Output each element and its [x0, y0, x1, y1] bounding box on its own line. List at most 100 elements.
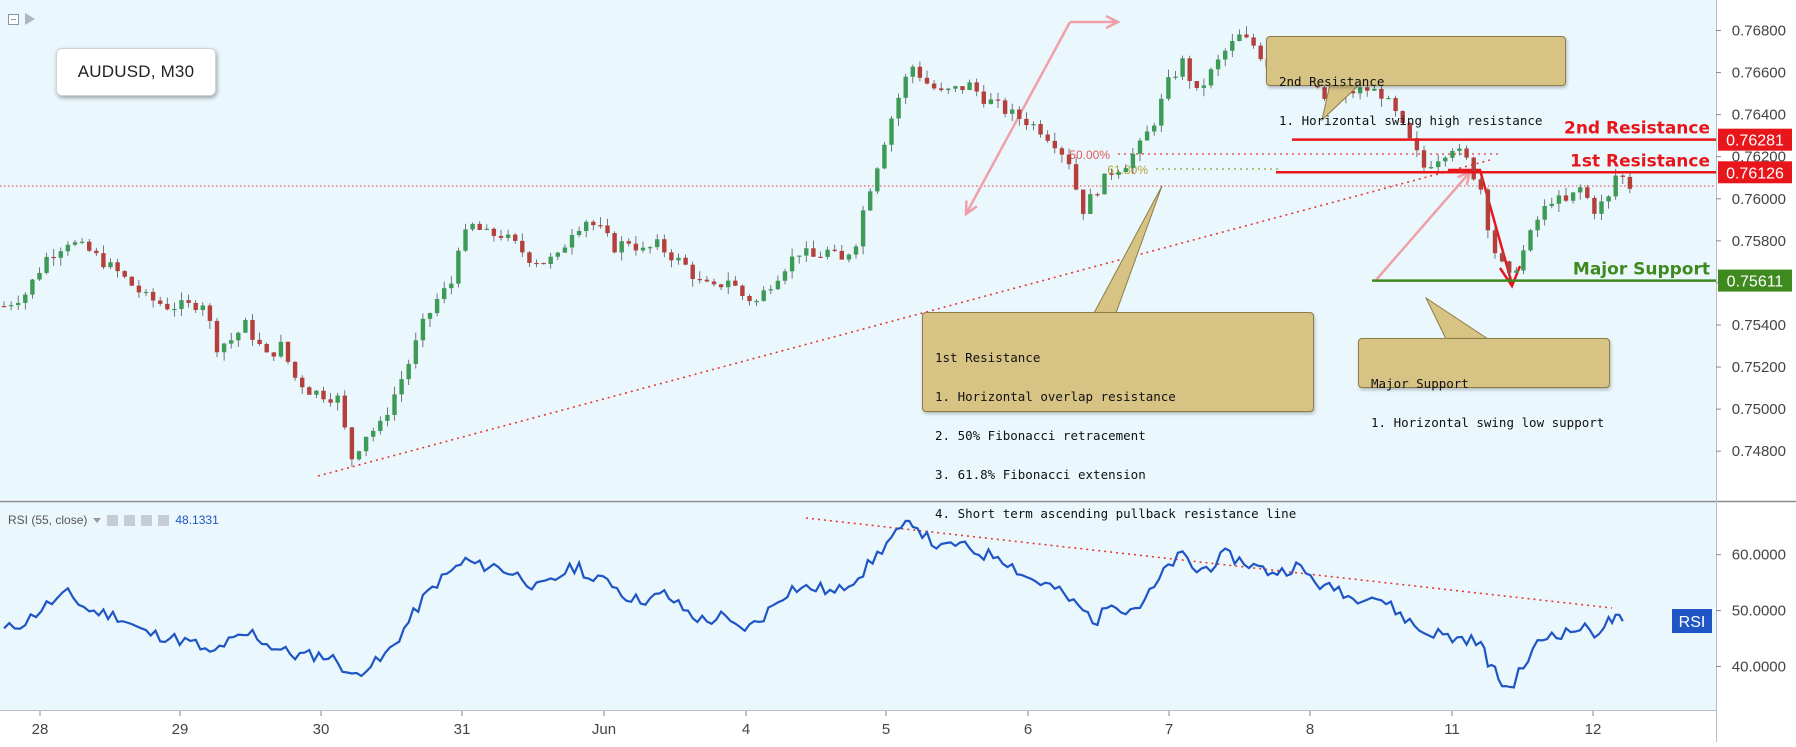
price-tick-label: 0.76400: [1732, 107, 1786, 124]
rsi-pane-background: [0, 502, 1716, 710]
candle-body: [143, 291, 149, 294]
gear-icon[interactable]: [124, 514, 136, 526]
date-tick-label: 30: [313, 721, 330, 738]
candle-body: [356, 451, 362, 460]
rsi-axis-ticks: 60.0000 50.0000 40.0000: [1716, 547, 1786, 675]
candle-body: [349, 427, 355, 460]
candle-body: [37, 272, 42, 280]
candle-body: [1443, 157, 1448, 162]
candle-body: [896, 97, 901, 119]
candle-body: [917, 66, 923, 78]
date-tick-label: 5: [882, 721, 890, 738]
note-line: 2nd Resistance: [1279, 74, 1385, 89]
candle-body: [363, 436, 369, 452]
candle-body: [271, 352, 276, 357]
candle-body: [1528, 230, 1533, 251]
candle-body: [576, 231, 582, 236]
candle-body: [733, 280, 738, 286]
candle-body: [1322, 87, 1327, 99]
candle-body: [30, 279, 35, 295]
candle-body: [860, 210, 866, 247]
note-line: 3. 61.8% Fibonacci extension: [935, 467, 1146, 482]
second_resistance-price-text: 0.76281: [1726, 133, 1784, 150]
candle-body: [505, 234, 511, 238]
plus-icon[interactable]: [141, 514, 153, 526]
candle-body: [605, 225, 610, 234]
candle-body: [449, 283, 454, 289]
candle-body: [726, 280, 731, 288]
time-axis-background: [0, 711, 1717, 742]
candle-body: [555, 252, 560, 257]
candle-body: [882, 144, 887, 169]
candle-body: [974, 82, 979, 92]
candle-body: [413, 340, 418, 364]
collapse-icon[interactable]: [8, 13, 19, 25]
date-tick-label: 29: [172, 721, 189, 738]
second_resistance-label: 2nd Resistance: [1564, 119, 1710, 139]
candle-body: [1450, 150, 1455, 158]
candle-body: [541, 262, 546, 265]
candle-body: [811, 248, 816, 257]
note-line: 1st Resistance: [935, 350, 1041, 365]
candle-body: [1073, 164, 1079, 190]
date-tick-label: 12: [1585, 721, 1602, 738]
candle-body: [967, 82, 972, 91]
candle-body: [420, 318, 426, 341]
candle-body: [1010, 109, 1015, 114]
candle-body: [498, 235, 504, 238]
chevron-down-icon[interactable]: [93, 517, 102, 523]
candle-body: [51, 256, 56, 259]
candle-body: [79, 241, 85, 243]
candle-body: [307, 387, 312, 395]
candle-body: [1464, 148, 1469, 158]
candle-body: [94, 250, 99, 254]
candle-body: [690, 264, 695, 280]
candle-body: [342, 395, 347, 428]
eye-icon[interactable]: [107, 514, 119, 526]
close-icon[interactable]: [158, 514, 170, 526]
rsi-tag-text: RSI: [1679, 614, 1706, 631]
candle-body: [1478, 179, 1483, 190]
candle-body: [399, 379, 404, 395]
candle-body: [1, 306, 7, 308]
swing-arrow-down-head: [964, 200, 978, 217]
candle-body: [953, 86, 958, 89]
projection-arrow-shaft: [1448, 168, 1514, 285]
candle-body: [58, 251, 63, 258]
major_support-price-tag: [1718, 269, 1792, 292]
candle-body: [122, 271, 127, 277]
candle-body: [868, 191, 873, 211]
candle-body: [1407, 123, 1412, 139]
candle-body: [640, 247, 646, 251]
rsi-legend-name: RSI (55, close): [8, 513, 88, 527]
candle-body: [491, 228, 497, 236]
symbol-label: AUDUSD, M30: [56, 48, 216, 96]
candle-body: [1570, 192, 1576, 201]
note-second-resistance: 2nd Resistance 1. Horizontal swing high …: [1266, 36, 1566, 127]
candle-body: [1116, 172, 1121, 175]
candle-body: [250, 319, 255, 340]
candle-body: [1173, 76, 1178, 78]
candle-body: [16, 302, 21, 306]
candle-body: [257, 339, 262, 344]
candle-body: [214, 320, 220, 353]
candle-body: [1152, 125, 1157, 132]
candle-body: [1066, 154, 1072, 165]
candle-body: [1081, 189, 1086, 214]
candle-body: [1535, 219, 1540, 231]
candle-body: [1492, 230, 1498, 254]
candle-body: [1045, 134, 1050, 141]
candle-body: [1208, 69, 1214, 86]
note-line: 1. Horizontal overlap resistance: [935, 389, 1176, 404]
candle-body: [1606, 196, 1611, 202]
candle-body: [591, 221, 596, 226]
note-line: 1. Horizontal swing low support: [1371, 415, 1605, 430]
candle-body: [378, 420, 383, 431]
flag-icon[interactable]: [25, 13, 35, 25]
candle-body: [385, 414, 390, 421]
rsi-tick-label: 50.0000: [1732, 603, 1786, 620]
candle-body: [207, 305, 213, 321]
candle-body: [889, 118, 894, 145]
candle-body: [150, 291, 156, 301]
